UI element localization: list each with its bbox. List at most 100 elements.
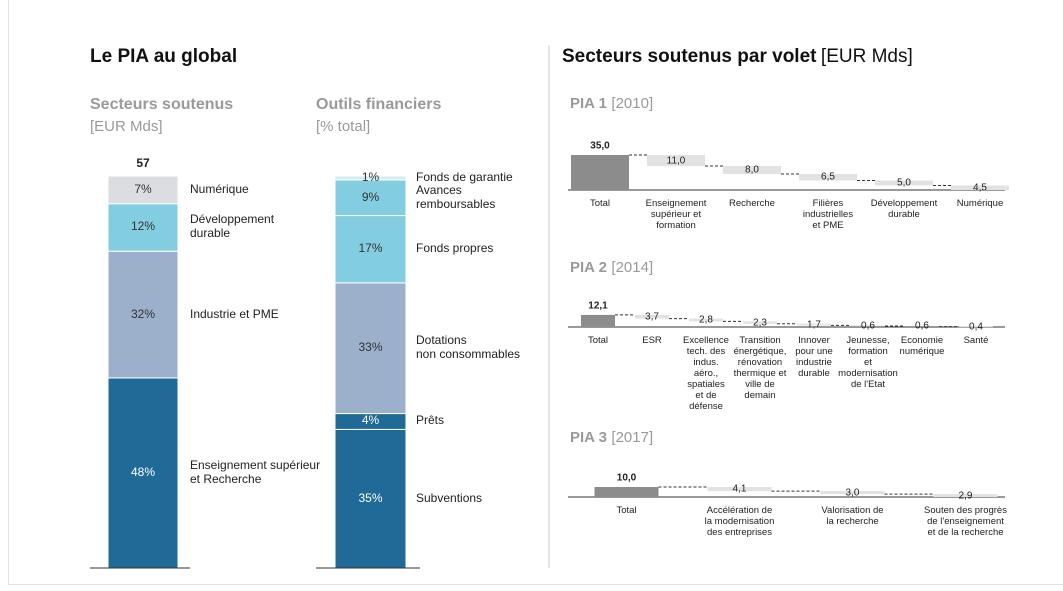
segment-value: 1% <box>361 170 380 185</box>
step-value: 4,1 <box>732 483 747 495</box>
segment-label: Dotations non consommables <box>416 333 521 362</box>
step-bar <box>875 180 933 186</box>
bar-segment <box>107 203 179 252</box>
right-unit: [EUR Mds] <box>820 46 913 67</box>
step-bar <box>820 491 885 495</box>
left-title: Le PIA au global <box>90 46 238 67</box>
bar-segment <box>107 250 179 379</box>
segment-label: Fonds propres <box>416 241 494 256</box>
step-bar <box>635 314 669 319</box>
total-label: 57 <box>136 156 150 171</box>
segment-value: 35% <box>358 490 383 505</box>
total-bar <box>581 314 615 327</box>
step-value: 1,7 <box>807 318 821 330</box>
category-label: Enseignement supérieur et formation <box>645 198 707 231</box>
step-bar <box>905 326 939 327</box>
category-label: Souten des progrès de l'enseignement et … <box>924 505 1007 538</box>
chart-title: Secteurs soutenus <box>90 96 234 113</box>
category-label: Filières industrielles et PME <box>802 198 854 231</box>
category-label: Transition énergétique, rénovation therm… <box>733 335 787 401</box>
step-bar <box>707 487 772 492</box>
bar-segment <box>107 377 179 569</box>
segment-label: Développement durable <box>190 212 275 241</box>
total-value: 35,0 <box>590 140 610 152</box>
category-label: Economie numérique <box>899 335 945 357</box>
step-value: 3,7 <box>645 311 659 322</box>
segment-label: Enseignement supérieur et Recherche <box>190 458 321 486</box>
step-value: 11,0 <box>666 154 686 166</box>
step-value: 0,6 <box>915 320 929 332</box>
segment-label: Avances remboursables <box>416 182 496 211</box>
category-label: ESR <box>642 335 662 346</box>
segment-label: Numérique <box>190 181 249 196</box>
segment-value: 7% <box>134 181 152 196</box>
step-value: 6,5 <box>821 171 835 183</box>
total-bar <box>594 487 659 497</box>
bar-segment <box>334 215 407 284</box>
segment-value: 17% <box>358 241 383 256</box>
category-label: Total <box>587 335 609 346</box>
step-bar <box>799 174 857 181</box>
category-label: Jeunesse, formation et modernisation de … <box>838 335 898 390</box>
total-value: 12,1 <box>588 300 608 312</box>
category-label: Numérique <box>956 198 1004 209</box>
step-value: 2,8 <box>699 314 713 326</box>
bar-segment <box>334 179 407 217</box>
segment-label: Subventions <box>416 490 483 505</box>
step-bar <box>723 166 781 174</box>
segment-value: 9% <box>361 189 380 204</box>
chart-subtitle: [EUR Mds] <box>90 118 163 135</box>
segment-value: 32% <box>130 306 156 321</box>
step-value: 3,0 <box>845 486 860 498</box>
category-label: Santé <box>963 335 989 346</box>
chart-title: Outils financiers <box>316 96 442 113</box>
segment-label: Fonds de garantie <box>416 170 513 185</box>
waterfall-title: PIA 1 <box>570 94 607 112</box>
waterfall-subtitle: [2017] <box>611 428 654 446</box>
waterfall-subtitle: [2014] <box>611 258 654 276</box>
total-value: 10,0 <box>616 472 637 484</box>
step-value: 8,0 <box>745 164 759 176</box>
waterfall-subtitle: [2010] <box>611 94 654 112</box>
frame <box>8 0 1063 585</box>
waterfall-title: PIA 3 <box>570 428 607 446</box>
step-bar <box>647 155 705 166</box>
step-value: 5,0 <box>897 177 911 189</box>
step-bar <box>933 494 998 497</box>
category-label: Total <box>616 505 637 516</box>
step-bar <box>951 185 1009 190</box>
category-label: Accélération de la modernisation des ent… <box>704 505 775 538</box>
category-label: Innover pour une industrie durable <box>795 335 833 379</box>
step-value: 2,9 <box>958 489 973 501</box>
category-label: Total <box>589 198 611 209</box>
segment-value: 4% <box>361 413 380 428</box>
category-label: Développement durable <box>870 198 938 220</box>
segment-value: 33% <box>358 340 383 355</box>
bar-segment <box>334 428 407 569</box>
segment-label: Prêts <box>416 413 445 428</box>
step-bar <box>689 318 723 322</box>
waterfall-heading: PIA 3 [2017] <box>570 429 653 447</box>
step-value: 2,3 <box>753 316 767 328</box>
right-heading: Secteurs soutenus par volet [EUR Mds] <box>562 46 913 68</box>
step-bar <box>959 326 993 328</box>
category-label: Recherche <box>729 198 775 209</box>
waterfall-heading: PIA 2 [2014] <box>570 259 653 277</box>
category-label: Excellence tech. des indus. aéro., spati… <box>683 335 729 412</box>
bar-segment <box>107 175 179 205</box>
step-bar <box>743 321 777 324</box>
chart-subtitle: [% total] <box>316 118 371 135</box>
bar-segment <box>334 282 407 415</box>
segment-value: 48% <box>130 465 156 480</box>
waterfall-heading: PIA 1 [2010] <box>570 95 653 113</box>
step-bar <box>797 323 831 326</box>
step-value: 0,4 <box>969 321 983 333</box>
waterfall-title: PIA 2 <box>570 258 607 276</box>
total-bar <box>571 155 629 190</box>
segment-label: Industrie et PME <box>190 306 279 321</box>
step-value: 4,5 <box>973 182 987 193</box>
category-label: Valorisation de la recherche <box>821 505 884 527</box>
step-value: 0,6 <box>861 319 875 331</box>
